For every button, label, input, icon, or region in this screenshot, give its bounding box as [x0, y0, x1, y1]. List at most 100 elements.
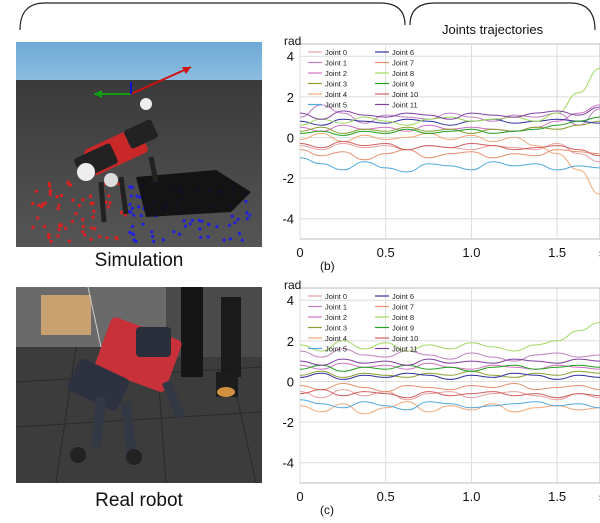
- contact-dot: [43, 201, 47, 205]
- y-tick-label: 2: [287, 90, 294, 105]
- contact-dot: [152, 239, 156, 243]
- real-robot-image: [16, 287, 262, 483]
- y-axis-label: rad: [284, 278, 301, 292]
- legend-entry: Joint 8: [392, 69, 414, 78]
- contact-dot: [244, 199, 248, 204]
- series-line-joint-7: [299, 382, 600, 393]
- contact-dot: [108, 201, 112, 205]
- contact-dot: [81, 218, 85, 222]
- contact-dot: [207, 222, 211, 227]
- contact-dot: [236, 217, 240, 221]
- series-line-joint-5: [299, 399, 600, 411]
- contact-dot: [182, 219, 186, 223]
- series-line-joint-3: [299, 370, 600, 378]
- x-tick-label: 0: [296, 245, 303, 260]
- contact-dot: [31, 202, 35, 206]
- plot-area: [299, 43, 600, 240]
- contact-dot: [64, 226, 68, 230]
- legend-entry: Joint 2: [325, 69, 347, 78]
- contact-dot: [98, 234, 102, 239]
- contact-dot: [230, 214, 234, 218]
- y-tick-label: 4: [287, 49, 294, 64]
- contact-dot: [59, 222, 63, 227]
- contact-dot: [132, 213, 136, 217]
- series-line-joint-4: [299, 132, 600, 195]
- contact-dot: [172, 230, 176, 234]
- contact-dot: [77, 204, 81, 208]
- contact-dot: [36, 216, 40, 220]
- panel-label: (c): [320, 503, 334, 517]
- legend-entry: Joint 3: [325, 324, 347, 333]
- contact-dot: [197, 218, 201, 222]
- plot-area: [299, 287, 600, 484]
- legend-entry: Joint 10: [392, 334, 418, 343]
- legend-entry: Joint 8: [392, 313, 414, 322]
- contact-dot: [91, 215, 95, 219]
- contact-dot: [88, 194, 92, 198]
- contact-dot: [48, 184, 52, 188]
- contact-dot: [245, 211, 249, 215]
- contact-dot: [228, 237, 233, 241]
- contact-dot: [135, 194, 139, 198]
- contact-dot: [71, 198, 75, 202]
- contact-dot: [215, 225, 219, 229]
- contact-dot: [129, 194, 133, 198]
- x-tick-label: 0.5: [377, 489, 395, 504]
- series-line-joint-8: [299, 67, 600, 126]
- series-line-joint-4: [299, 401, 600, 415]
- contact-dot: [83, 233, 87, 237]
- legend-entry: Joint 5: [325, 101, 347, 110]
- contact-dot: [40, 205, 44, 209]
- contact-dot: [131, 224, 135, 228]
- contact-dot: [188, 222, 192, 226]
- legend-entry: Joint 4: [325, 334, 347, 343]
- contact-dot: [67, 239, 71, 243]
- contact-dot: [31, 225, 35, 229]
- contact-dot: [81, 198, 85, 202]
- contact-dot: [49, 188, 53, 193]
- legend-entry: Joint 9: [392, 324, 414, 333]
- legend-entry: Joint 4: [325, 90, 347, 99]
- legend-entry: Joint 6: [392, 48, 414, 57]
- contact-dot: [90, 226, 94, 230]
- contact-dot: [81, 230, 85, 234]
- contact-dot: [222, 238, 226, 242]
- contact-dot: [46, 233, 50, 237]
- y-tick-label: -2: [282, 171, 294, 186]
- contact-dot: [57, 203, 61, 207]
- bracket-decoration: [19, 2, 596, 30]
- panel-label: (b): [320, 259, 335, 273]
- contact-dot: [105, 236, 109, 240]
- contact-dot: [114, 235, 118, 239]
- contact-dot: [198, 227, 202, 231]
- legend-entry: Joint 3: [325, 80, 347, 89]
- legend-entry: Joint 0: [325, 48, 347, 57]
- contact-dot: [93, 227, 97, 231]
- y-tick-label: -4: [282, 212, 294, 227]
- series-line-joint-7: [299, 149, 600, 161]
- contact-dot: [37, 203, 41, 207]
- contact-dot: [150, 230, 154, 234]
- contact-dot: [139, 214, 143, 218]
- series-line-joint-11: [299, 358, 600, 366]
- x-tick-label: 1.0: [462, 245, 480, 260]
- contact-dot: [43, 224, 47, 229]
- contact-dot: [47, 236, 51, 240]
- legend-entry: Joint 0: [325, 292, 347, 301]
- legend-entry: Joint 6: [392, 292, 414, 301]
- series-line-joint-10: [299, 389, 600, 399]
- legend-entry: Joint 1: [325, 59, 347, 68]
- y-tick-label: 2: [287, 334, 294, 349]
- contact-dot: [237, 232, 242, 236]
- contact-dot: [141, 222, 145, 226]
- legend-entry: Joint 11: [392, 345, 418, 354]
- y-tick-label: 0: [287, 130, 294, 145]
- contact-dot: [81, 224, 85, 228]
- series-line-joint-6: [299, 118, 600, 126]
- contact-dot: [128, 203, 132, 207]
- contact-dot: [161, 238, 165, 242]
- contact-dot: [245, 217, 249, 221]
- contact-dot: [70, 219, 74, 224]
